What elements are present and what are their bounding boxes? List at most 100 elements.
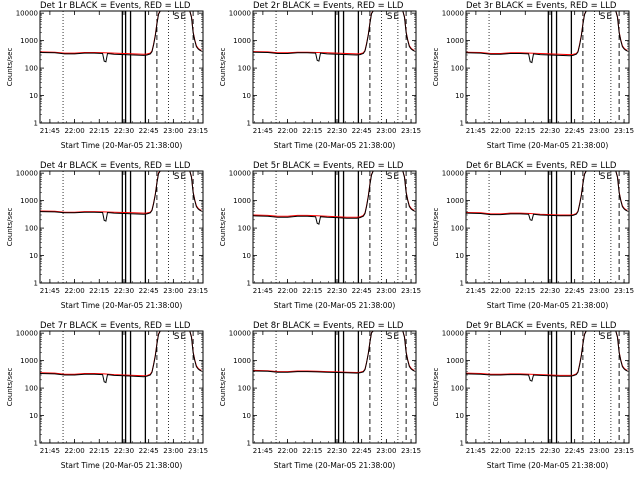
x-tick-label: 21:45 [253, 447, 273, 455]
detector-panel-5: Det 5r BLACK = Events, RED = LLD Counts/s… [213, 160, 426, 320]
y-tick-label: 10 [242, 252, 251, 260]
x-tick-label: 22:30 [114, 127, 134, 135]
y-axis-label: Counts/sec [219, 48, 227, 87]
y-tick-label: 1 [34, 440, 38, 448]
y-tick-label: 100 [25, 65, 38, 73]
y-tick-label: 1 [247, 120, 251, 128]
x-tick-label: 23:00 [376, 287, 396, 295]
x-tick-label: 22:00 [490, 447, 510, 455]
plot-frame [465, 170, 630, 284]
y-tick-label: 10 [455, 92, 464, 100]
plot-frame [465, 10, 630, 124]
x-tick-label: 22:00 [490, 287, 510, 295]
chart-svg: Det 4r BLACK = Events, RED = LLD Counts/s… [6, 161, 208, 310]
x-tick-label: 22:00 [64, 447, 84, 455]
x-tick-label: 21:45 [40, 127, 60, 135]
x-tick-label: 22:15 [89, 287, 109, 295]
x-tick-label: 22:00 [277, 447, 297, 455]
x-tick-label: 23:15 [614, 127, 634, 135]
y-tick-label: 10000 [16, 170, 38, 178]
y-axis-label: Counts/sec [219, 368, 227, 407]
y-tick-label: 10000 [229, 170, 251, 178]
x-tick-label: 22:45 [139, 287, 159, 295]
x-tick-label: 22:30 [540, 447, 560, 455]
chart-title: Det 8r BLACK = Events, RED = LLD [253, 321, 404, 331]
y-tick-label: 10 [29, 252, 38, 260]
chart-svg: Det 7r BLACK = Events, RED = LLD Counts/s… [6, 321, 208, 470]
y-tick-label: 10 [455, 412, 464, 420]
x-tick-label: 21:45 [466, 287, 486, 295]
y-tick-label: 100 [238, 65, 251, 73]
x-tick-label: 22:15 [515, 287, 535, 295]
x-tick-label: 22:15 [515, 447, 535, 455]
plot-frame [39, 330, 204, 444]
x-tick-label: 22:15 [89, 447, 109, 455]
chart-title: Det 1r BLACK = Events, RED = LLD [40, 1, 191, 11]
x-tick-label: 22:15 [89, 127, 109, 135]
x-tick-label: 22:45 [565, 447, 585, 455]
x-tick-label: 23:00 [376, 127, 396, 135]
x-axis-label: Start Time (20-Mar-05 21:38:00) [61, 301, 183, 310]
detector-panel-4: Det 4r BLACK = Events, RED = LLD Counts/s… [0, 160, 213, 320]
x-tick-label: 23:00 [163, 127, 183, 135]
y-axis-label: Counts/sec [6, 368, 14, 407]
annotation-e: E [180, 332, 186, 342]
detector-panel-8: Det 8r BLACK = Events, RED = LLD Counts/s… [213, 320, 426, 480]
y-tick-label: 1000 [233, 37, 251, 45]
annotation-e: E [180, 12, 186, 22]
x-tick-label: 21:45 [253, 287, 273, 295]
y-tick-label: 1000 [446, 197, 464, 205]
x-tick-label: 23:15 [401, 447, 421, 455]
x-tick-label: 22:15 [302, 447, 322, 455]
chart-title: Det 5r BLACK = Events, RED = LLD [253, 161, 404, 171]
detector-panel-3: Det 3r BLACK = Events, RED = LLD Counts/s… [426, 0, 639, 160]
y-tick-label: 1000 [446, 37, 464, 45]
y-tick-label: 10000 [16, 10, 38, 18]
x-tick-label: 23:00 [589, 127, 609, 135]
plot-frame [252, 10, 417, 124]
detector-panel-9: Det 9r BLACK = Events, RED = LLD Counts/s… [426, 320, 639, 480]
annotation-e: E [393, 12, 399, 22]
x-tick-label: 22:15 [302, 287, 322, 295]
x-tick-label: 22:30 [327, 287, 347, 295]
x-tick-label: 22:45 [565, 127, 585, 135]
x-tick-label: 23:00 [589, 287, 609, 295]
x-axis-label: Start Time (20-Mar-05 21:38:00) [487, 141, 609, 150]
y-tick-label: 1000 [233, 357, 251, 365]
x-tick-label: 23:15 [401, 127, 421, 135]
x-tick-label: 23:15 [188, 287, 208, 295]
series-events [466, 331, 628, 382]
y-tick-label: 10 [242, 412, 251, 420]
series-events [40, 331, 202, 384]
y-tick-label: 10000 [229, 10, 251, 18]
y-tick-label: 1000 [233, 197, 251, 205]
annotation-s: S [600, 12, 606, 22]
annotation-e: E [393, 172, 399, 182]
plot-frame [39, 10, 204, 124]
chart-svg: Det 8r BLACK = Events, RED = LLD Counts/s… [219, 321, 421, 470]
x-tick-label: 22:45 [352, 127, 372, 135]
x-tick-label: 22:30 [327, 447, 347, 455]
x-tick-label: 23:15 [188, 447, 208, 455]
y-tick-label: 10 [29, 92, 38, 100]
y-tick-label: 100 [25, 385, 38, 393]
chart-title: Det 9r BLACK = Events, RED = LLD [466, 321, 617, 331]
y-axis-label: Counts/sec [432, 48, 440, 87]
chart-title: Det 7r BLACK = Events, RED = LLD [40, 321, 191, 331]
annotation-e: E [393, 332, 399, 342]
x-tick-label: 21:45 [40, 287, 60, 295]
chart-title: Det 2r BLACK = Events, RED = LLD [253, 1, 404, 11]
x-tick-label: 23:15 [401, 287, 421, 295]
chart-title: Det 3r BLACK = Events, RED = LLD [466, 1, 617, 11]
y-tick-label: 1000 [20, 197, 38, 205]
x-tick-label: 21:45 [253, 127, 273, 135]
annotation-e: E [606, 12, 612, 22]
plot-frame [252, 330, 417, 444]
detector-panel-6: Det 6r BLACK = Events, RED = LLD Counts/s… [426, 160, 639, 320]
y-axis-label: Counts/sec [432, 368, 440, 407]
x-tick-label: 21:45 [40, 447, 60, 455]
plot-frame [39, 170, 204, 284]
y-tick-label: 1 [34, 120, 38, 128]
y-tick-label: 100 [238, 225, 251, 233]
x-tick-label: 21:45 [466, 127, 486, 135]
